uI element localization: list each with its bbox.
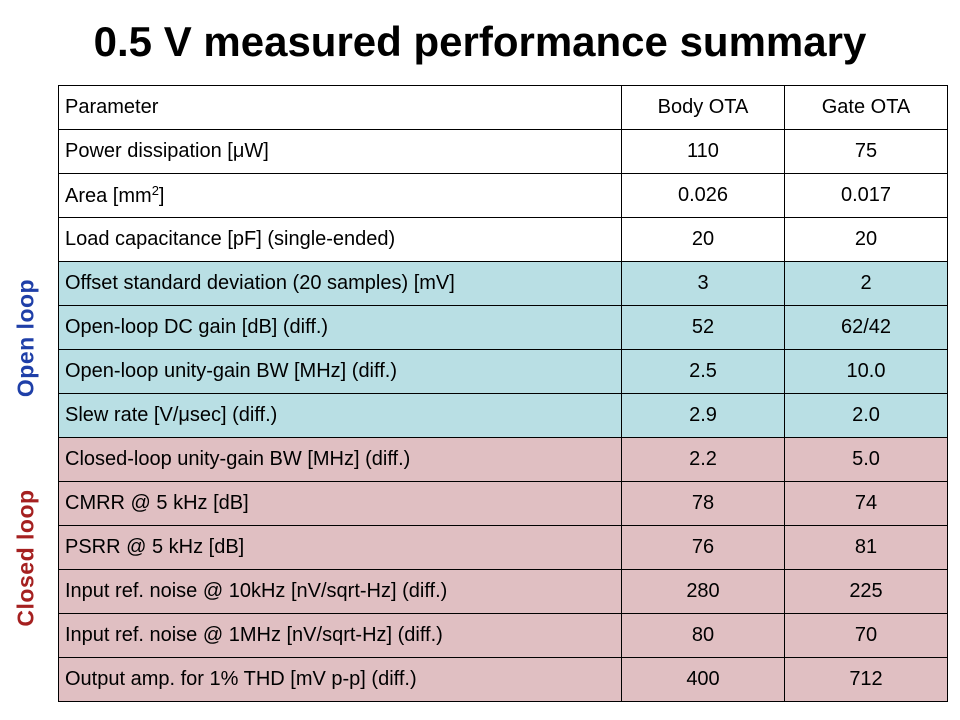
table-row: Slew rate [V/μsec] (diff.) 2.9 2.0: [58, 393, 948, 438]
param-superscript: 2: [151, 183, 159, 198]
cell-parameter: Open-loop unity-gain BW [MHz] (diff.): [58, 349, 622, 394]
table-row: Load capacitance [pF] (single-ended) 20 …: [58, 217, 948, 262]
cell-gate-ota: 712: [784, 657, 948, 702]
table-header-row: Parameter Body OTA Gate OTA: [58, 85, 948, 130]
cell-gate-ota: 0.017: [784, 173, 948, 218]
cell-parameter: Power dissipation [μW]: [58, 129, 622, 174]
cell-body-ota: 76: [621, 525, 785, 570]
cell-gate-ota: 81: [784, 525, 948, 570]
header-gate-ota: Gate OTA: [784, 85, 948, 130]
cell-gate-ota: 10.0: [784, 349, 948, 394]
cell-parameter: CMRR @ 5 kHz [dB]: [58, 481, 622, 526]
cell-parameter: Closed-loop unity-gain BW [MHz] (diff.): [58, 437, 622, 482]
performance-table: Parameter Body OTA Gate OTA Power dissip…: [58, 85, 948, 702]
cell-parameter: Area [mm2]: [58, 173, 622, 218]
param-text: Area [mm: [65, 185, 152, 207]
cell-gate-ota: 225: [784, 569, 948, 614]
table-row: Input ref. noise @ 1MHz [nV/sqrt-Hz] (di…: [58, 613, 948, 658]
cell-body-ota: 2.5: [621, 349, 785, 394]
table-row: Open-loop DC gain [dB] (diff.) 52 62/42: [58, 305, 948, 350]
open-loop-label: Open loop: [12, 278, 39, 398]
cell-body-ota: 80: [621, 613, 785, 658]
cell-body-ota: 400: [621, 657, 785, 702]
table-row: Closed-loop unity-gain BW [MHz] (diff.) …: [58, 437, 948, 482]
cell-body-ota: 280: [621, 569, 785, 614]
cell-parameter: Load capacitance [pF] (single-ended): [58, 217, 622, 262]
cell-body-ota: 110: [621, 129, 785, 174]
cell-gate-ota: 2.0: [784, 393, 948, 438]
cell-parameter: Offset standard deviation (20 samples) […: [58, 261, 622, 306]
table-row: Input ref. noise @ 10kHz [nV/sqrt-Hz] (d…: [58, 569, 948, 614]
cell-body-ota: 52: [621, 305, 785, 350]
cell-body-ota: 0.026: [621, 173, 785, 218]
cell-parameter: Slew rate [V/μsec] (diff.): [58, 393, 622, 438]
closed-loop-label: Closed loop: [12, 489, 39, 627]
cell-gate-ota: 20: [784, 217, 948, 262]
cell-parameter: Input ref. noise @ 10kHz [nV/sqrt-Hz] (d…: [58, 569, 622, 614]
header-parameter: Parameter: [58, 85, 622, 130]
table-row: Offset standard deviation (20 samples) […: [58, 261, 948, 306]
table-row: Open-loop unity-gain BW [MHz] (diff.) 2.…: [58, 349, 948, 394]
cell-body-ota: 3: [621, 261, 785, 306]
table-row: CMRR @ 5 kHz [dB] 78 74: [58, 481, 948, 526]
table-row: Area [mm2] 0.026 0.017: [58, 173, 948, 218]
cell-gate-ota: 5.0: [784, 437, 948, 482]
param-text-end: ]: [158, 185, 165, 207]
cell-body-ota: 2.9: [621, 393, 785, 438]
cell-parameter: Input ref. noise @ 1MHz [nV/sqrt-Hz] (di…: [58, 613, 622, 658]
cell-gate-ota: 74: [784, 481, 948, 526]
header-body-ota: Body OTA: [621, 85, 785, 130]
cell-body-ota: 20: [621, 217, 785, 262]
cell-body-ota: 78: [621, 481, 785, 526]
table-row: PSRR @ 5 kHz [dB] 76 81: [58, 525, 948, 570]
cell-body-ota: 2.2: [621, 437, 785, 482]
cell-gate-ota: 2: [784, 261, 948, 306]
cell-parameter: Open-loop DC gain [dB] (diff.): [58, 305, 622, 350]
table-row: Power dissipation [μW] 110 75: [58, 129, 948, 174]
cell-gate-ota: 70: [784, 613, 948, 658]
cell-parameter: Output amp. for 1% THD [mV p-p] (diff.): [58, 657, 622, 702]
cell-gate-ota: 62/42: [784, 305, 948, 350]
table-row: Output amp. for 1% THD [mV p-p] (diff.) …: [58, 657, 948, 702]
slide-title: 0.5 V measured performance summary: [93, 18, 867, 65]
cell-gate-ota: 75: [784, 129, 948, 174]
cell-parameter: PSRR @ 5 kHz [dB]: [58, 525, 622, 570]
